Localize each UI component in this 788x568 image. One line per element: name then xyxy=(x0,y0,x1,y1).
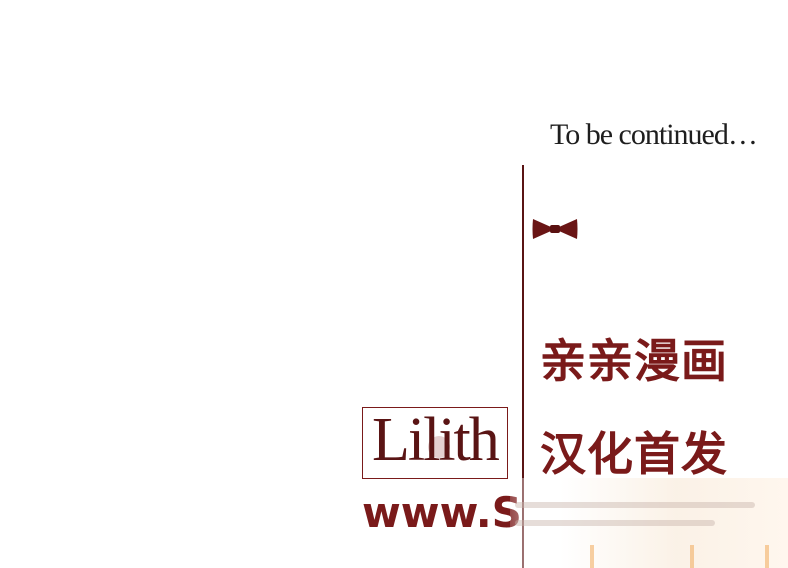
release-text: 汉化首发 xyxy=(540,427,728,481)
vertical-divider xyxy=(522,165,524,568)
blur-mark xyxy=(765,545,769,568)
blur-streak xyxy=(515,502,755,508)
censor-blur xyxy=(510,478,788,568)
logo-frame xyxy=(362,407,508,479)
website-url: www.S xyxy=(362,488,522,537)
lilith-logo: Lilith xyxy=(372,406,500,474)
logo-smudge xyxy=(428,436,450,458)
blur-mark xyxy=(590,545,594,568)
blur-mark xyxy=(690,545,694,568)
to-be-continued-text: To be continued… xyxy=(550,118,758,151)
group-name-text: 亲亲漫画 xyxy=(540,334,728,388)
blur-streak xyxy=(515,520,715,526)
bowtie-icon xyxy=(532,219,578,239)
